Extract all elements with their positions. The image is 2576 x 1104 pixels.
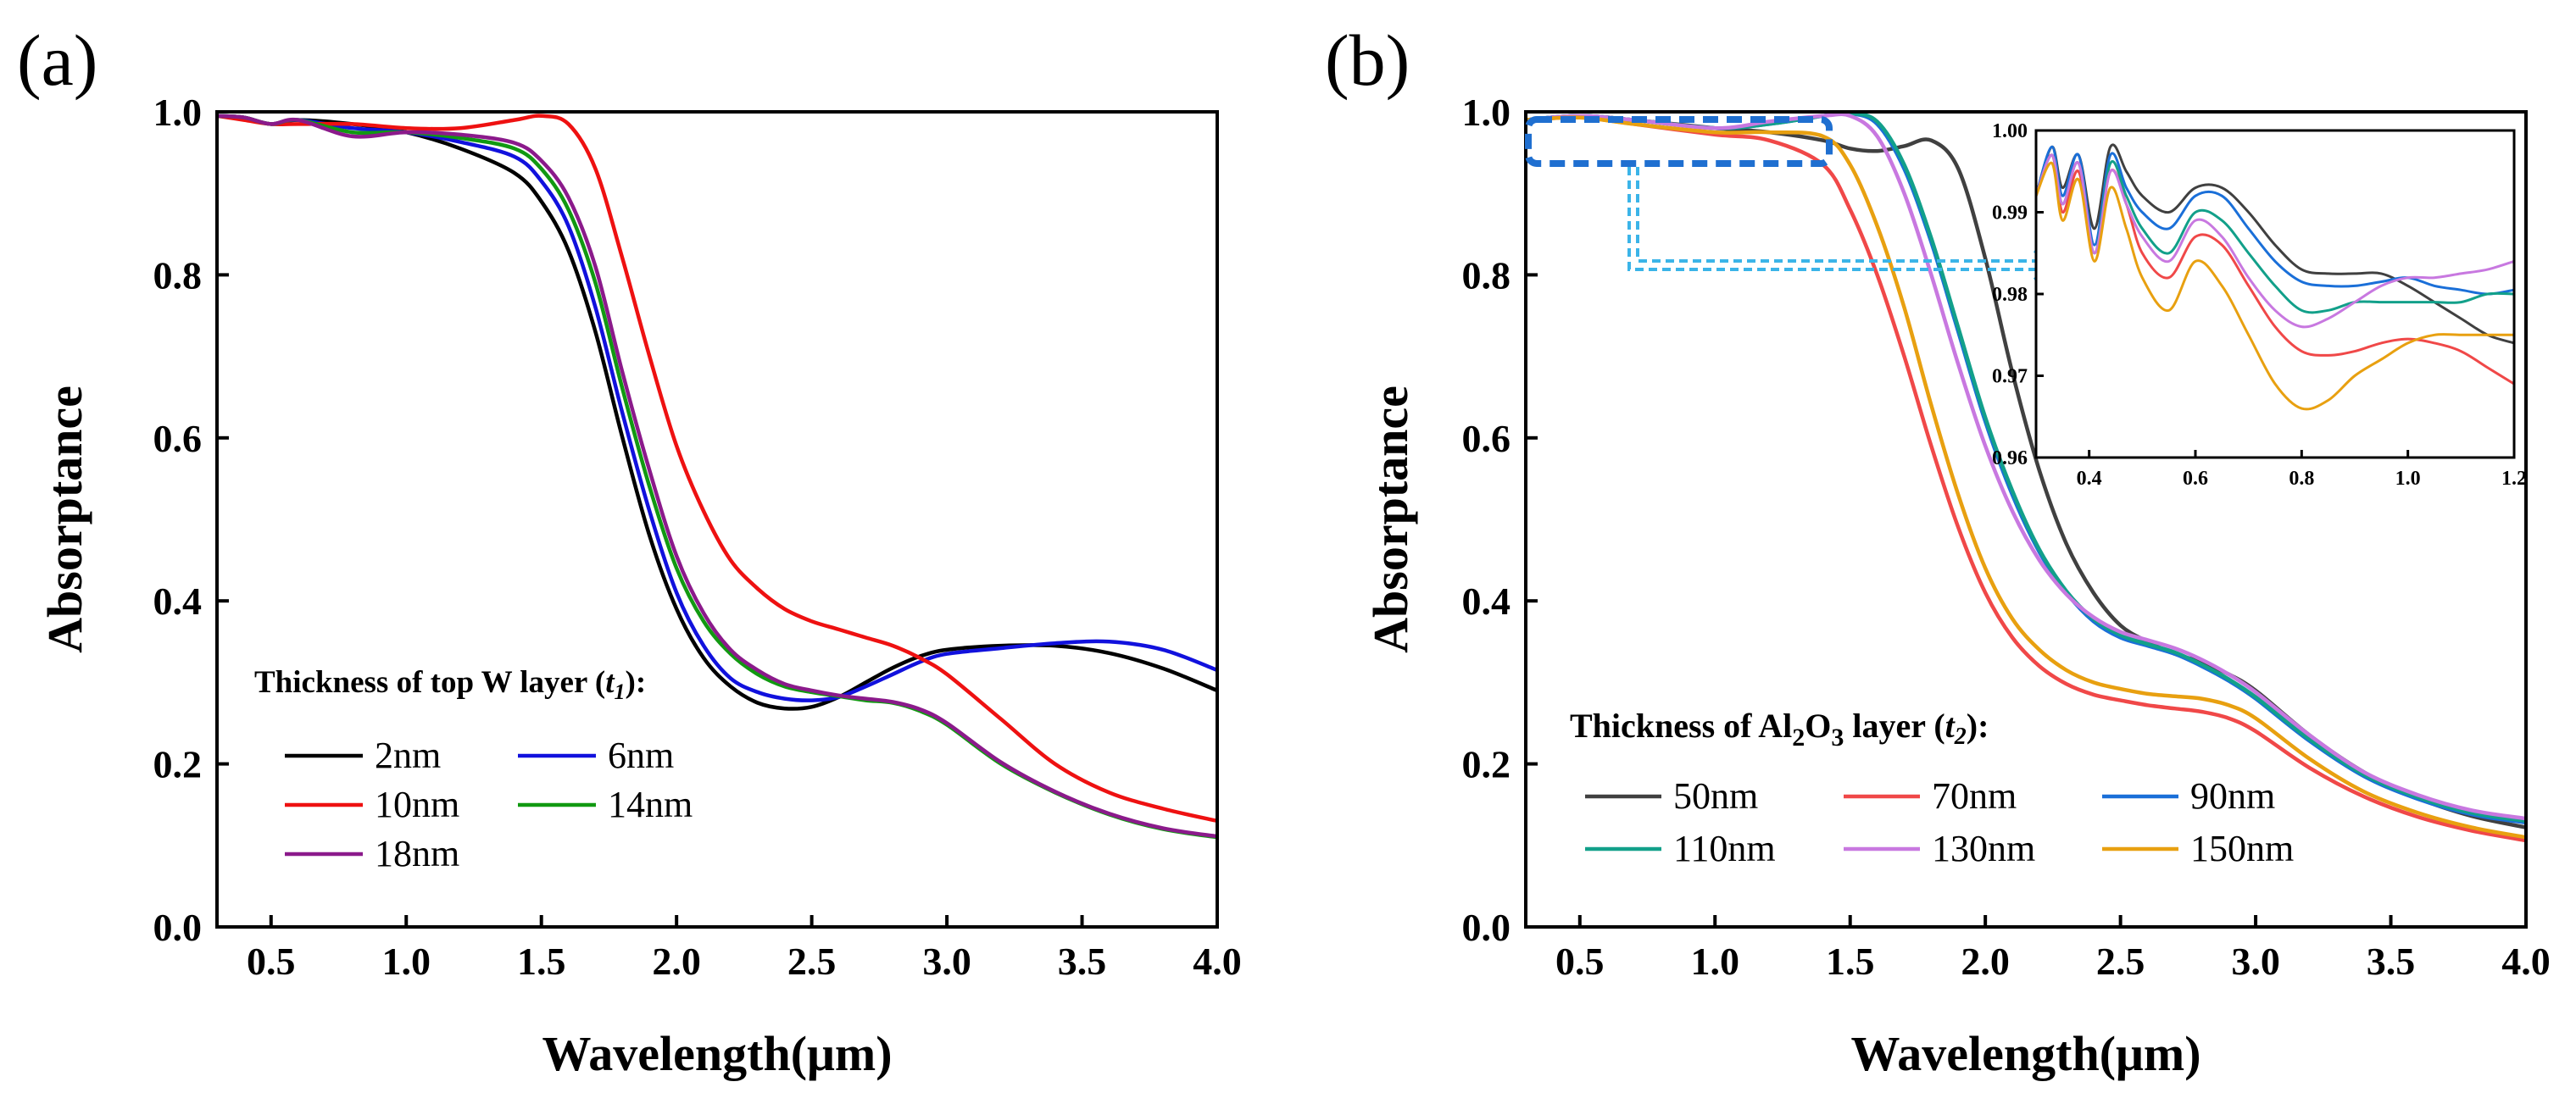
series-line-150nm — [1525, 115, 2527, 840]
x-tick-label: 4.0 — [1193, 940, 1242, 983]
x-tick-label: 1.5 — [1826, 940, 1875, 983]
x-tick-label: 1.5 — [517, 940, 566, 983]
panel-a-label: (a) — [17, 19, 97, 101]
x-tick-label: 3.0 — [922, 940, 971, 983]
inset-y-tick-label: 0.96 — [1992, 447, 2028, 469]
series-line-18nm — [216, 114, 1218, 839]
inset-y-tick-label: 0.99 — [1992, 202, 2028, 225]
legend-label-6nm: 6nm — [608, 735, 674, 776]
x-tick-label: 4.0 — [2501, 940, 2551, 983]
x-tick-label: 2.5 — [787, 940, 837, 983]
panel-b-ticks: 0.5 1.0 1.5 2.0 2.5 3.0 3.5 4.0 0.0 0.2 0.4 0.6 0.8 1… — [1462, 91, 2551, 983]
inset-plot: 0.4 0.6 0.8 1.0 1.2 0.96 0.97 0.98 0.99 1.00 — [1992, 120, 2527, 490]
y-tick-label: 0.6 — [153, 417, 203, 460]
panel-b-ylabel: Absorptance — [1363, 386, 1418, 653]
x-tick-label: 3.5 — [2367, 940, 2416, 983]
y-tick-label: 0.8 — [153, 253, 203, 297]
panel-b-frame — [1524, 110, 2528, 929]
legend-label-50nm: 50nm — [1673, 775, 1758, 817]
inset-y-tick-label: 0.97 — [1992, 366, 2028, 388]
panel-b: (b) 0.5 1.0 1.5 2.0 2.5 3.0 3.5 4.0 0.0 0.2 0.4 0.6… — [1325, 19, 2551, 1081]
legend-label-10nm: 10nm — [375, 784, 459, 825]
y-tick-label: 0.4 — [153, 580, 203, 623]
x-tick-label: 2.0 — [652, 940, 701, 983]
inset-x-tick-label: 0.6 — [2183, 468, 2208, 490]
series-line-14nm — [216, 114, 1218, 840]
series-line-110nm — [1525, 111, 2527, 824]
zoom-region-box — [1525, 116, 1833, 167]
x-tick-label: 1.0 — [381, 940, 431, 983]
inset-y-tick-label: 1.00 — [1992, 120, 2028, 142]
panel-a-ylabel: Absorptance — [37, 386, 92, 653]
y-tick-label: 0.0 — [1462, 906, 1511, 949]
x-tick-label: 3.0 — [2231, 940, 2280, 983]
x-tick-label: 0.5 — [1555, 940, 1605, 983]
x-tick-label: 2.5 — [2096, 940, 2145, 983]
legend-label-2nm: 2nm — [375, 735, 441, 776]
legend-label-14nm: 14nm — [608, 784, 693, 825]
legend-label-70nm: 70nm — [1932, 775, 2017, 817]
inset-x-tick-label: 1.0 — [2395, 468, 2421, 490]
x-tick-label: 2.0 — [1961, 940, 2010, 983]
y-tick-label: 0.8 — [1462, 253, 1511, 297]
legend-label-18nm: 18nm — [375, 833, 459, 874]
panel-a-ticks: 0.5 1.0 1.5 2.0 2.5 3.0 3.5 4.0 0.0 0.2 0.4 0.6 0.8 1… — [153, 91, 1242, 983]
panel-a: (a) 0.5 1.0 1.5 2.0 2.5 3.0 3.5 4.0 0.0 0.2 0.4 0.6… — [17, 19, 1242, 1081]
panel-a-frame — [215, 110, 1219, 929]
x-tick-label: 3.5 — [1058, 940, 1107, 983]
legend-label-110nm: 110nm — [1673, 828, 1776, 869]
inset-series-line-150nm — [2034, 162, 2514, 411]
zoom-arrow — [1627, 167, 2043, 271]
y-tick-label: 1.0 — [153, 91, 203, 134]
series-line-10nm — [216, 114, 1218, 824]
legend-label-150nm: 150nm — [2190, 828, 2294, 869]
y-tick-label: 1.0 — [1462, 91, 1511, 134]
series-line-6nm — [216, 114, 1218, 702]
panel-a-plot — [216, 114, 1218, 840]
y-tick-label: 0.6 — [1462, 417, 1511, 460]
inset-series-line-130nm — [2034, 153, 2515, 329]
panel-b-xlabel: Wavelength(μm) — [1850, 1026, 2200, 1081]
inset-series-line-90nm — [2034, 145, 2515, 296]
y-tick-label: 0.2 — [1462, 743, 1511, 786]
inset-x-tick-label: 1.2 — [2501, 468, 2527, 490]
inset-y-tick-label: 0.98 — [1992, 284, 2028, 306]
panel-b-legend-title: Thickness of Al2O3 layer (t2): — [1570, 707, 1989, 752]
series-line-2nm — [216, 114, 1218, 711]
panel-b-legend: Thickness of Al2O3 layer (t2): 50nm 70nm 9… — [1570, 707, 2294, 869]
panel-a-xlabel: Wavelength(μm) — [542, 1026, 892, 1081]
x-tick-label: 0.5 — [247, 940, 296, 983]
inset-background — [2036, 130, 2514, 458]
series-line-70nm — [1525, 115, 2527, 843]
y-tick-label: 0.2 — [153, 743, 203, 786]
legend-label-90nm: 90nm — [2190, 775, 2275, 817]
y-tick-label: 0.4 — [1462, 580, 1511, 623]
y-tick-label: 0.0 — [153, 906, 203, 949]
x-tick-label: 1.0 — [1690, 940, 1739, 983]
legend-label-130nm: 130nm — [1932, 828, 2035, 869]
panel-a-legend: Thickness of top W layer (t1): 2nm 6nm 10n… — [254, 665, 693, 874]
inset-x-tick-label: 0.4 — [2077, 468, 2102, 490]
panel-b-label: (b) — [1325, 19, 1410, 101]
inset-x-tick-label: 0.8 — [2289, 468, 2314, 490]
panel-a-legend-title: Thickness of top W layer (t1): — [254, 665, 646, 704]
